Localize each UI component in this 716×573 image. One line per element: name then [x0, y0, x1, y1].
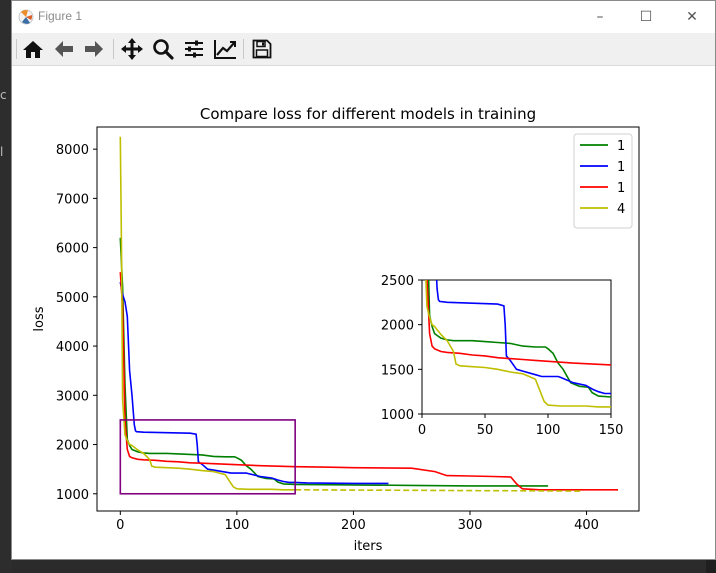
y-tick-label: 8000 — [56, 143, 89, 158]
y-tick-label: 2000 — [56, 439, 89, 454]
main-plot-lines — [119, 136, 618, 492]
pan-icon — [121, 38, 143, 60]
legend-label: 1 — [617, 160, 625, 175]
forward-arrow-icon — [85, 41, 103, 57]
save-button[interactable] — [249, 37, 275, 61]
inset-series-line — [435, 280, 611, 395]
navigation-toolbar — [12, 33, 715, 66]
inset-series-line — [425, 280, 611, 408]
inset-y-tick-label: 1000 — [381, 408, 414, 423]
pan-button[interactable] — [119, 37, 145, 61]
y-axis-label: loss — [32, 306, 47, 331]
window-title: Figure 1 — [38, 9, 83, 23]
forward-button[interactable] — [81, 37, 107, 61]
matplotlib-logo-icon — [18, 9, 34, 25]
series-line — [119, 272, 618, 491]
background-text-fragment: l — [0, 145, 4, 159]
back-arrow-icon — [55, 41, 73, 57]
background-window-edge: c l — [0, 0, 12, 573]
legend-box — [573, 133, 633, 229]
y-tick-label: 4000 — [56, 340, 89, 355]
x-tick-label: 300 — [458, 518, 483, 533]
subplots-button[interactable] — [181, 37, 207, 61]
close-button[interactable]: ✕ — [686, 9, 698, 25]
home-button[interactable] — [20, 37, 46, 61]
x-tick-label: 200 — [341, 518, 366, 533]
y-tick-label: 7000 — [56, 192, 89, 207]
inset-x-tick-label: 0 — [418, 423, 426, 438]
minimize-button[interactable]: – — [596, 9, 604, 25]
y-tick-label: 6000 — [56, 242, 89, 257]
inset-series-line — [427, 280, 611, 398]
y-tick-label: 1000 — [56, 488, 89, 503]
inset-x-tick-label: 150 — [599, 423, 624, 438]
y-tick-label: 5000 — [56, 291, 89, 306]
toolbar-separator — [113, 39, 114, 59]
inset-series-line — [426, 280, 611, 366]
title-bar: Figure 1 – ☐ ✕ — [12, 1, 715, 33]
toolbar-separator — [243, 39, 244, 59]
x-axis-label: iters — [354, 539, 383, 554]
subplots-icon — [185, 40, 203, 58]
inset-y-tick-label: 2500 — [381, 274, 414, 289]
inset-plot-lines — [425, 280, 611, 408]
background-text-fragment: c — [0, 88, 7, 102]
y-tick-label: 3000 — [56, 389, 89, 404]
series-line — [119, 237, 549, 487]
legend-label: 1 — [617, 139, 625, 154]
figure-canvas[interactable]: 0 100 200 300 400 1000 2000 3000 4000 5000 6000 700… — [12, 67, 715, 559]
toolbar-separator — [16, 39, 17, 59]
series-line-dashed — [295, 488, 581, 492]
inset-x-tick-label: 100 — [536, 423, 561, 438]
zoom-indicator-box — [119, 419, 296, 495]
zoom-icon — [153, 39, 174, 60]
figure-window: Figure 1 – ☐ ✕ — [11, 0, 716, 560]
x-tick-label: 100 — [224, 518, 249, 533]
edit-axis-icon — [214, 40, 236, 59]
inset-x-tick-label: 50 — [477, 423, 494, 438]
inset-y-tick-label: 1500 — [381, 363, 414, 378]
edit-axis-button[interactable] — [212, 37, 238, 61]
x-tick-label: 0 — [116, 518, 124, 533]
chart-title: Compare loss for different models in tra… — [200, 105, 536, 123]
line-chart: 0 100 200 300 400100020003000400050006000700… — [32, 105, 640, 554]
zoom-button[interactable] — [150, 37, 176, 61]
back-button[interactable] — [51, 37, 77, 61]
series-line — [119, 136, 296, 491]
legend-label: 1 — [617, 181, 625, 196]
x-tick-label: 400 — [574, 518, 599, 533]
maximize-button[interactable]: ☐ — [639, 9, 653, 25]
legend-label: 4 — [617, 202, 625, 217]
save-icon — [252, 39, 272, 59]
series-line — [119, 281, 389, 485]
inset-y-tick-label: 2000 — [381, 319, 414, 334]
home-icon — [23, 41, 43, 58]
